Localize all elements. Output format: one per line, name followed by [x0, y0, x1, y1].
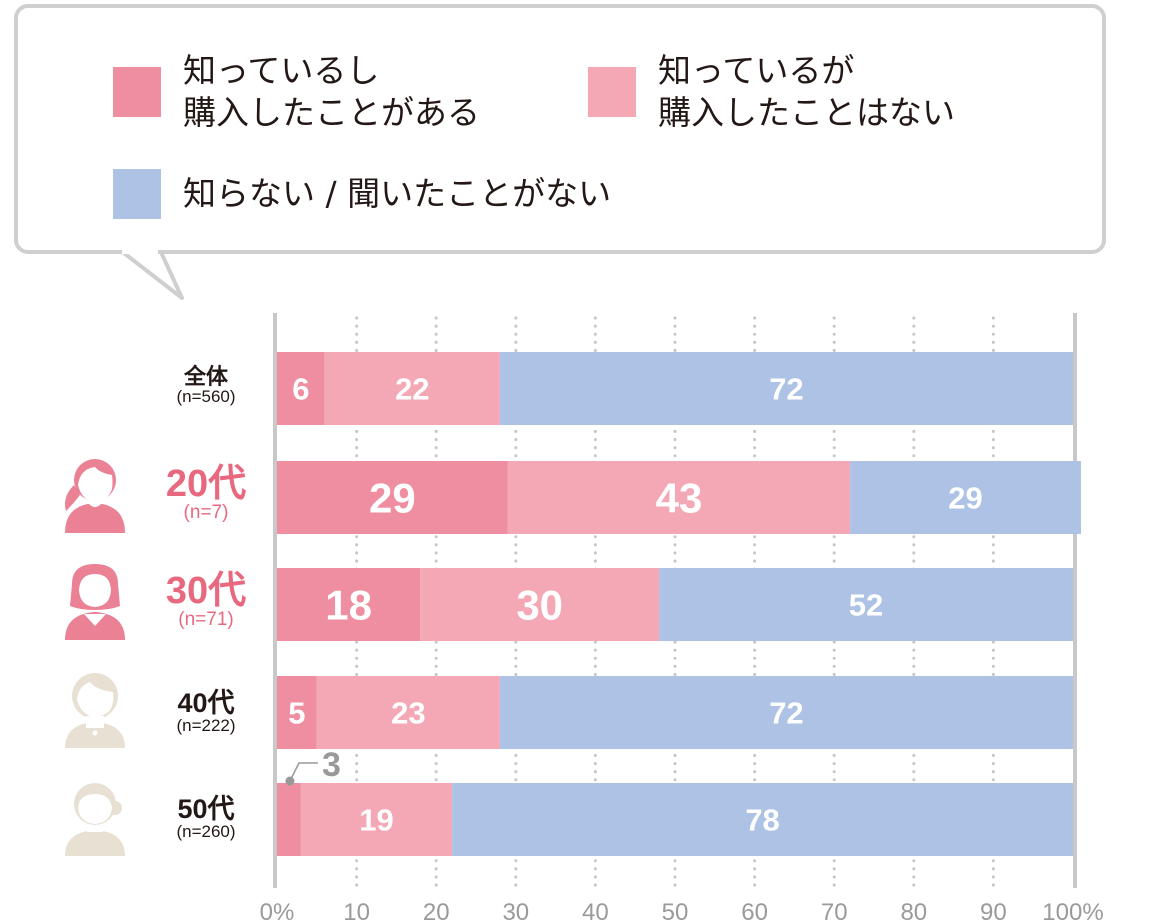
bar-segment — [499, 676, 1073, 749]
bar-segment — [499, 352, 1073, 425]
sample-size-label: (n=71) — [178, 609, 234, 630]
legend-swatch-bought — [113, 67, 161, 117]
woman-bob-icon — [65, 564, 125, 640]
sample-size-label: (n=260) — [176, 822, 236, 841]
sample-size-label: (n=560) — [176, 387, 236, 406]
tick-label: 90 — [980, 899, 1007, 922]
data-label: 29 — [948, 481, 982, 516]
callout-label: 3 — [322, 746, 341, 784]
legend-item-bought: 知っているし 購入したことがある — [113, 50, 480, 134]
row-label-30s: 30代 (n=71) — [126, 572, 286, 631]
tick-label: 70 — [821, 899, 848, 922]
tick-label: 60 — [741, 899, 768, 922]
row-label-all: 全体 (n=560) — [126, 366, 286, 407]
data-label: 29 — [369, 475, 416, 522]
bar-segment — [277, 461, 508, 534]
tick-label: 50 — [662, 899, 689, 922]
data-label: 19 — [359, 803, 393, 838]
bar-segment — [452, 783, 1073, 856]
legend-item-unknown: 知らない / 聞いたことがない — [113, 169, 611, 219]
tick-label: 40 — [582, 899, 609, 922]
legend-item-known-not-bought: 知っているが 購入したことはない — [588, 50, 955, 134]
data-label: 22 — [395, 372, 429, 407]
data-label: 18 — [325, 582, 372, 629]
data-label: 72 — [769, 372, 803, 407]
woman-bun-icon — [65, 783, 125, 856]
bar-segment — [420, 568, 660, 641]
legend-label-known-not-bought: 知っているが 購入したことはない — [658, 51, 955, 132]
data-label: 78 — [745, 803, 779, 838]
bar-segment — [324, 352, 500, 425]
woman-short-hair-icon — [65, 673, 125, 748]
bar-segment — [277, 783, 301, 856]
legend-bubble — [14, 4, 1106, 254]
sample-size-label: (n=7) — [183, 502, 229, 523]
data-label: 30 — [516, 582, 563, 629]
data-label: 43 — [656, 475, 703, 522]
category-label: 全体 — [183, 364, 228, 389]
callout-leader — [289, 762, 318, 782]
row-label-40s: 40代 (n=222) — [126, 690, 286, 736]
legend-label-unknown: 知らない / 聞いたことがない — [183, 174, 612, 213]
bar-segment — [850, 461, 1081, 534]
sample-size-label: (n=222) — [176, 716, 236, 735]
bar-segment — [277, 676, 317, 749]
speech-bubble-tail — [118, 248, 184, 300]
tick-label: 10 — [343, 899, 370, 922]
bar-segment — [300, 783, 453, 856]
legend-swatch-known-not-bought — [588, 67, 636, 117]
data-label: 72 — [769, 696, 803, 731]
woman-ponytail-icon — [65, 459, 125, 533]
row-label-50s: 50代 (n=260) — [126, 796, 286, 842]
bar-segment — [507, 461, 851, 534]
data-label: 52 — [849, 588, 883, 623]
tick-label: 80 — [900, 899, 927, 922]
category-label: 40代 — [177, 688, 235, 718]
bar-segment — [277, 352, 325, 425]
row-label-20s: 20代 (n=7) — [126, 465, 286, 524]
tick-label: 100% — [1042, 899, 1103, 922]
bar-segment — [316, 676, 500, 749]
category-label: 20代 — [165, 463, 247, 505]
data-label: 5 — [288, 696, 305, 731]
bar-segment — [277, 568, 421, 641]
legend-swatch-unknown — [113, 169, 161, 219]
tick-label: 0% — [260, 899, 295, 922]
tick-label: 30 — [502, 899, 529, 922]
category-label: 50代 — [177, 794, 235, 824]
legend-label-bought: 知っているし 購入したことがある — [183, 51, 480, 132]
tick-label: 20 — [423, 899, 450, 922]
data-label: 23 — [391, 696, 425, 731]
category-label: 30代 — [165, 570, 247, 612]
bar-segment — [659, 568, 1073, 641]
data-label: 6 — [292, 372, 309, 407]
